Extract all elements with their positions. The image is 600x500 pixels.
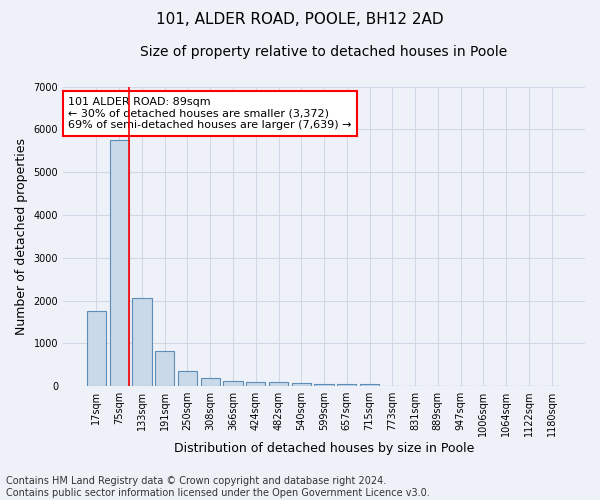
Bar <box>337 384 356 386</box>
Text: Contains HM Land Registry data © Crown copyright and database right 2024.
Contai: Contains HM Land Registry data © Crown c… <box>6 476 430 498</box>
Bar <box>246 382 265 386</box>
Bar <box>132 298 152 386</box>
Text: 101, ALDER ROAD, POOLE, BH12 2AD: 101, ALDER ROAD, POOLE, BH12 2AD <box>156 12 444 28</box>
X-axis label: Distribution of detached houses by size in Poole: Distribution of detached houses by size … <box>174 442 474 455</box>
Bar <box>223 381 242 386</box>
Bar <box>178 370 197 386</box>
Text: 101 ALDER ROAD: 89sqm
← 30% of detached houses are smaller (3,372)
69% of semi-d: 101 ALDER ROAD: 89sqm ← 30% of detached … <box>68 97 352 130</box>
Bar <box>110 140 129 386</box>
Bar <box>314 384 334 386</box>
Bar <box>87 311 106 386</box>
Bar <box>360 384 379 386</box>
Y-axis label: Number of detached properties: Number of detached properties <box>15 138 28 335</box>
Bar <box>269 382 288 386</box>
Bar <box>292 383 311 386</box>
Bar <box>155 351 175 386</box>
Bar <box>200 378 220 386</box>
Title: Size of property relative to detached houses in Poole: Size of property relative to detached ho… <box>140 45 508 59</box>
